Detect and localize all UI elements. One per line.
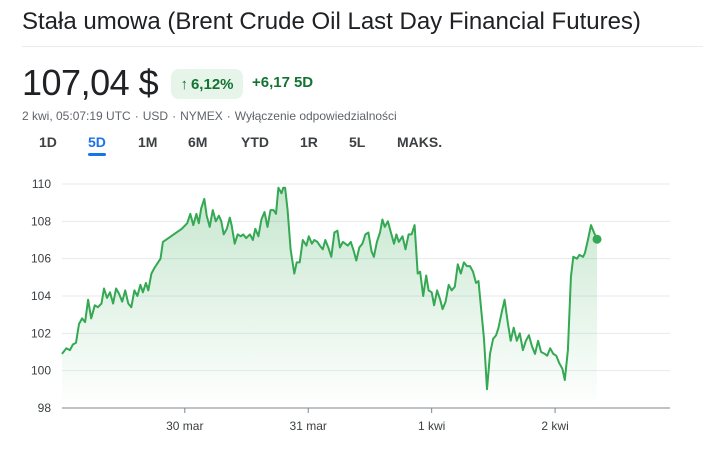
tab-maks[interactable]: MAKS. xyxy=(397,134,443,150)
y-tick-label: 104 xyxy=(31,289,51,303)
x-tick-label: 31 mar xyxy=(290,419,327,433)
quote-currency: USD xyxy=(142,109,169,123)
y-tick-label: 108 xyxy=(31,214,51,228)
percent-change-value: 6,12% xyxy=(190,75,234,93)
meta-separator: · xyxy=(226,109,231,123)
disclaimer-link[interactable]: Wyłączenie odpowiedzialności xyxy=(234,109,397,123)
absolute-change-period: 5D xyxy=(293,74,314,91)
x-axis: 30 mar 31 mar 1 kwi 2 kwi xyxy=(166,408,569,433)
tab-1r[interactable]: 1R xyxy=(300,134,318,150)
y-tick-label: 100 xyxy=(31,364,51,378)
quote-timestamp: 2 kwi, 05:07:19 UTC xyxy=(22,109,131,123)
meta-separator: · xyxy=(134,109,139,123)
y-tick-label: 102 xyxy=(31,326,51,340)
absolute-change-value: +6,17 xyxy=(252,74,290,91)
page-title: Stała umowa (Brent Crude Oil Last Day Fi… xyxy=(22,8,641,35)
y-tick-label: 106 xyxy=(31,252,51,266)
tab-1d[interactable]: 1D xyxy=(39,134,57,150)
x-tick-label: 1 kwi xyxy=(418,419,445,433)
tab-6m[interactable]: 6M xyxy=(188,134,208,150)
meta-separator: · xyxy=(172,109,177,123)
absolute-change: +6,17 5D xyxy=(252,74,317,91)
quote-meta: 2 kwi, 05:07:19 UTC · USD · NYMEX · Wyłączenie… xyxy=(22,109,397,123)
current-price: 107,04 $ xyxy=(22,62,159,103)
quote-exchange: NYMEX xyxy=(180,109,223,123)
y-tick-label: 98 xyxy=(38,401,52,415)
y-axis: 98 100 102 104 106 108 110 xyxy=(31,177,51,415)
active-tab-indicator xyxy=(88,153,106,156)
x-tick-label: 2 kwi xyxy=(541,419,568,433)
tab-5d[interactable]: 5D xyxy=(88,134,106,156)
tab-5l[interactable]: 5L xyxy=(349,134,366,150)
price-chart[interactable]: 98 100 102 104 106 108 110 30 mar 31 mar 1 kwi 2 … xyxy=(0,165,703,450)
y-tick-label: 110 xyxy=(32,177,51,191)
price-area-fill xyxy=(62,187,597,408)
x-tick-label: 30 mar xyxy=(166,419,203,433)
percent-change-badge: ↑ 6,12% xyxy=(171,69,243,99)
tab-ytd[interactable]: YTD xyxy=(241,134,269,150)
last-price-dot xyxy=(592,234,602,244)
tab-5d-label: 5D xyxy=(88,134,106,150)
price-line xyxy=(61,186,598,391)
title-divider xyxy=(22,46,703,47)
tab-1m[interactable]: 1M xyxy=(138,134,158,150)
arrow-up-icon: ↑ xyxy=(180,75,188,93)
